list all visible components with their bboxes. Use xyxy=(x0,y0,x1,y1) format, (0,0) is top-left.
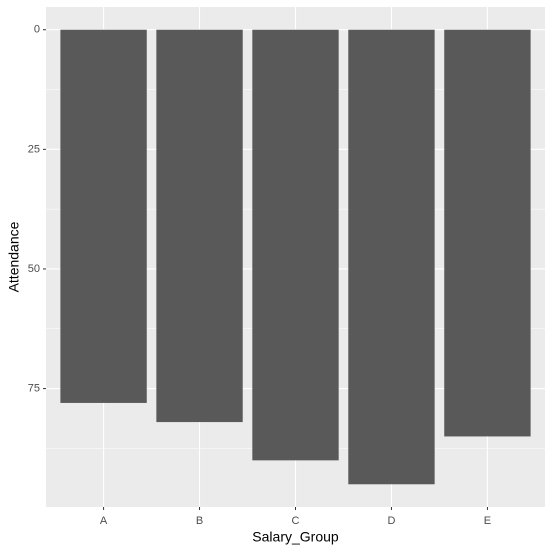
x-tick-label: B xyxy=(196,515,203,527)
x-tick-label: C xyxy=(292,515,300,527)
bar xyxy=(252,29,339,461)
x-tick-label: E xyxy=(484,515,491,527)
y-tick-label: 25 xyxy=(28,143,40,155)
x-axis-title: Salary_Group xyxy=(252,529,339,545)
bar xyxy=(60,29,147,403)
bar xyxy=(444,29,531,437)
y-tick-label: 50 xyxy=(28,263,40,275)
x-tick-label: A xyxy=(100,515,108,527)
bar xyxy=(348,29,435,485)
y-axis-title: Attendance xyxy=(6,221,22,292)
x-tick-label: D xyxy=(387,515,395,527)
bar xyxy=(156,29,243,423)
y-tick-label: 0 xyxy=(34,24,40,36)
y-tick-label: 75 xyxy=(28,382,40,394)
